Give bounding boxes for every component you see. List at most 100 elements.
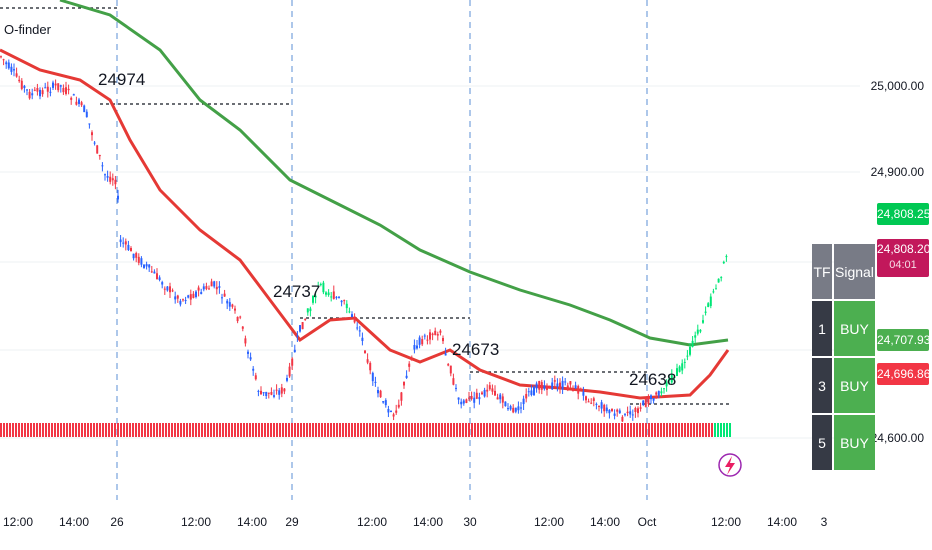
time-tick: 12:00: [356, 515, 388, 529]
candle-body: [70, 97, 73, 100]
signal-marker: [411, 423, 413, 437]
signal-marker: [405, 423, 407, 437]
signal-marker: [312, 423, 314, 437]
candle-body: [652, 398, 655, 401]
signal-marker: [249, 423, 251, 437]
signal-marker: [522, 423, 524, 437]
candle-body: [273, 395, 275, 397]
candle-body: [694, 335, 697, 338]
candle-body: [75, 101, 78, 105]
candle-body: [460, 401, 463, 405]
signal-marker: [516, 423, 518, 437]
candle-body: [96, 145, 99, 154]
signal-marker: [192, 423, 194, 437]
candle-body: [488, 385, 491, 390]
candle-body: [670, 374, 673, 383]
signal-marker: [372, 423, 374, 437]
signal-marker: [438, 423, 440, 437]
candle-body: [169, 286, 171, 293]
candle-body: [171, 290, 174, 292]
signal-marker: [279, 423, 281, 437]
candle-body: [343, 300, 346, 302]
signal-cell: BUY: [834, 415, 875, 470]
candle-body: [202, 286, 205, 290]
candle-body: [150, 271, 153, 273]
signal-marker: [300, 423, 302, 437]
candle-body: [426, 339, 429, 341]
signal-marker: [621, 423, 623, 437]
signal-marker: [384, 423, 386, 437]
signal-marker: [483, 423, 485, 437]
signal-marker: [534, 423, 536, 437]
candle-body: [369, 362, 372, 371]
signal-marker: [318, 423, 320, 437]
signal-marker: [453, 423, 455, 437]
signal-marker: [141, 423, 143, 437]
candle-body: [366, 359, 369, 363]
signal-marker: [210, 423, 212, 437]
signal-marker: [69, 423, 71, 437]
signal-marker: [321, 423, 323, 437]
time-tick: 12:00: [2, 515, 34, 529]
candle-body: [569, 381, 572, 385]
signal-marker: [588, 423, 590, 437]
signal-marker: [663, 423, 665, 437]
signal-marker: [171, 423, 173, 437]
signal-marker: [228, 423, 230, 437]
signal-marker: [519, 423, 521, 437]
signal-marker: [576, 423, 578, 437]
signal-marker: [90, 423, 92, 437]
signal-marker: [354, 423, 356, 437]
candle-body: [421, 339, 424, 345]
signal-marker: [579, 423, 581, 437]
candle-body: [200, 292, 203, 295]
candle-body: [174, 296, 177, 300]
signal-marker: [126, 423, 128, 437]
price-tick: 25,000.00: [870, 79, 924, 93]
candle-body: [132, 253, 135, 259]
candle-body: [189, 294, 192, 300]
candle-body: [119, 239, 122, 243]
candle-body: [618, 410, 621, 414]
time-tick: 14:00: [58, 515, 90, 529]
signal-marker: [162, 423, 164, 437]
bar-countdown: 04:01: [889, 259, 917, 271]
indicator-name[interactable]: O-finder: [4, 22, 51, 37]
signal-marker: [81, 423, 83, 437]
candle-body: [67, 88, 70, 91]
time-tick: 3: [820, 515, 828, 529]
candle-body: [624, 414, 626, 416]
candle-body: [475, 392, 478, 399]
candle-body: [215, 286, 218, 290]
candle-body: [257, 390, 260, 392]
signal-marker: [696, 423, 698, 437]
signal-marker: [186, 423, 188, 437]
signal-marker: [54, 423, 56, 437]
candle-body: [447, 364, 450, 366]
candle-body: [335, 296, 338, 298]
signal-marker: [138, 423, 140, 437]
time-tick: 12:00: [710, 515, 742, 529]
candle-body: [678, 366, 681, 372]
candle-body: [566, 385, 569, 389]
candle-body: [260, 390, 262, 395]
signal-marker: [330, 423, 332, 437]
signal-marker: [399, 423, 401, 437]
signal-marker: [135, 423, 137, 437]
candle-body: [13, 69, 15, 71]
signal-marker: [273, 423, 275, 437]
candle-body: [348, 311, 351, 313]
candle-body: [80, 102, 83, 106]
candle-body: [10, 66, 13, 72]
time-tick: 14:00: [589, 515, 621, 529]
slow-moving-average: [59, 0, 729, 347]
lightning-icon[interactable]: [718, 453, 742, 477]
signal-marker: [603, 423, 605, 437]
signal-marker: [669, 423, 671, 437]
price-tick: 24,600.00: [870, 431, 924, 445]
candle-body: [330, 296, 333, 298]
candle-body: [340, 300, 343, 303]
signal-marker: [48, 423, 50, 437]
signal-marker: [150, 423, 152, 437]
